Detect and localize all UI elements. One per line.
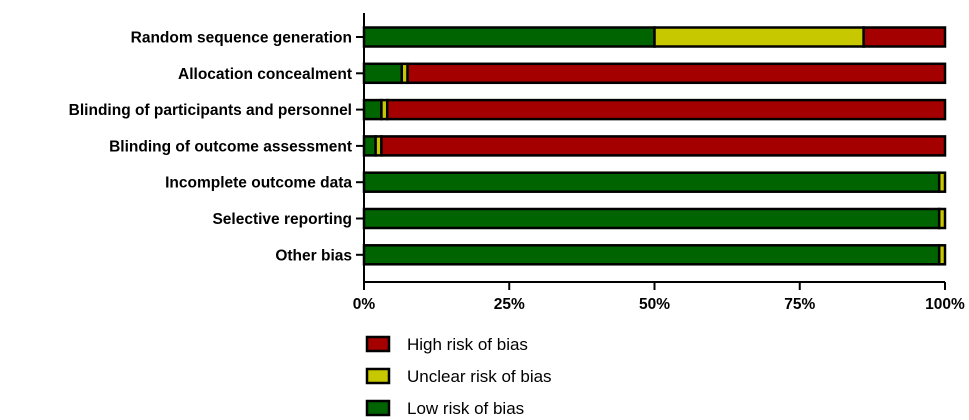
bar-segment-5-2: [937, 171, 947, 193]
bar-segment-1-2: [653, 26, 865, 48]
category-labels: Random sequence generation Allocation con…: [69, 30, 353, 265]
bar-segment-3-1: [362, 98, 383, 121]
category-label: Blinding of participants and personnel: [69, 102, 352, 119]
bar-segment-3-3: [385, 98, 947, 121]
bar-segment-4-3: [380, 135, 947, 157]
category-label: Selective reporting: [212, 211, 352, 228]
bar-segment-7-1: [362, 244, 941, 266]
legend-swatch-3: [365, 399, 391, 417]
axes-group: 0% 25% 50% 75% 100%: [353, 13, 965, 313]
legend-swatch-1: [365, 335, 391, 353]
x-tick-label: 50%: [639, 296, 670, 313]
legend-swatch-2: [365, 367, 391, 385]
category-label: Random sequence generation: [131, 30, 352, 47]
bar-segment-2-3: [406, 62, 947, 85]
bar-segment-6-1: [362, 207, 941, 230]
category-label: Other bias: [275, 247, 352, 264]
category-label: Blinding of outcome assessment: [109, 138, 352, 155]
bar-segment-5-1: [362, 171, 941, 193]
bar-segment-1-3: [862, 26, 947, 48]
bar-segment-4-1: [362, 135, 377, 157]
category-label: Incomplete outcome data: [165, 175, 352, 192]
bar-segment-2-1: [362, 62, 404, 85]
bar-segment-6-2: [937, 207, 947, 230]
bar-segment-1-1: [362, 26, 656, 48]
bars-group: [362, 26, 947, 266]
legend-label: Unclear risk of bias: [407, 367, 552, 386]
x-tick-label: 25%: [494, 296, 525, 313]
x-tick-label: 100%: [925, 296, 965, 313]
x-tick-label: 75%: [784, 296, 815, 313]
bar-segment-7-2: [937, 244, 947, 266]
legend-label: High risk of bias: [407, 335, 528, 354]
legend-label: Low risk of bias: [407, 399, 524, 418]
legend: High risk of bias Unclear risk of bias Low…: [365, 335, 552, 418]
x-tick-label: 0%: [353, 296, 376, 313]
category-label: Allocation concealment: [178, 66, 352, 83]
